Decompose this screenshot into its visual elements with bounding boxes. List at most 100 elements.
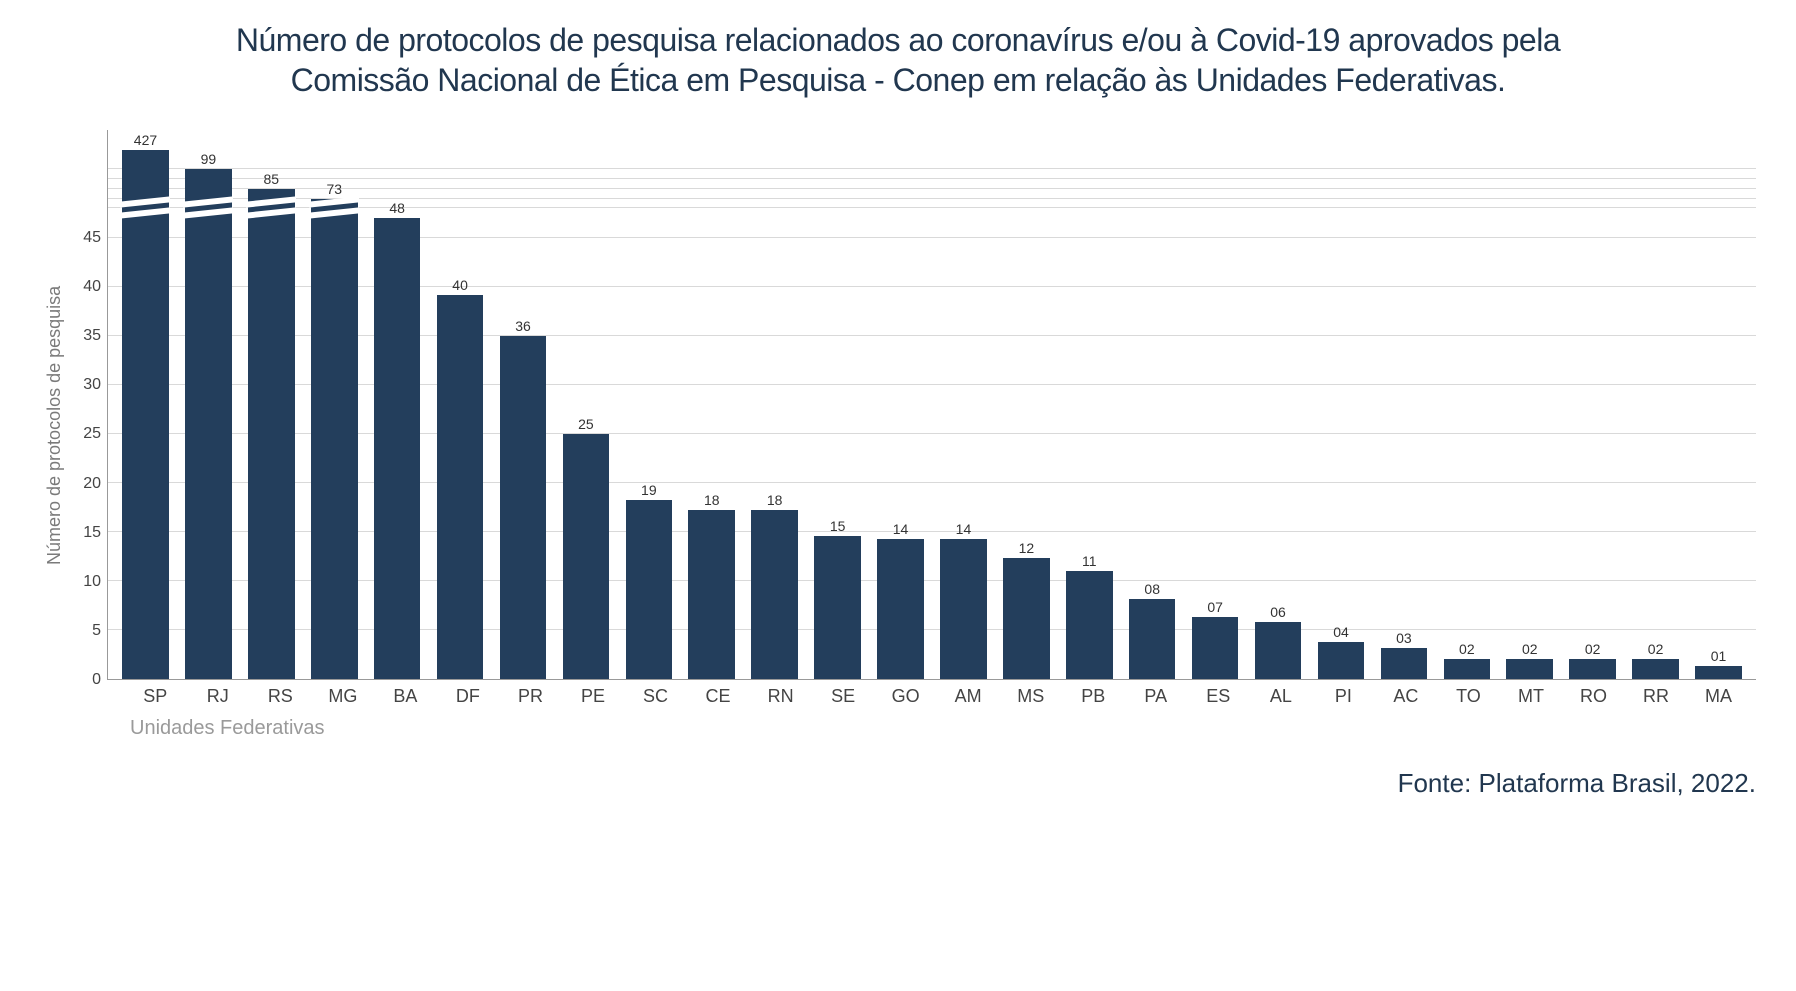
y-tick: 45 [83,229,101,247]
y-tick: 20 [83,475,101,493]
source-citation: Fonte: Plataforma Brasil, 2022. [40,740,1756,799]
bar-value-label: 02 [1459,641,1475,657]
bar [1569,659,1616,679]
x-tick: AL [1250,686,1313,707]
bar-slot: 36 [492,130,555,679]
bar-slot: 19 [617,130,680,679]
bar [1129,599,1176,679]
bar-value-label: 48 [389,200,405,216]
bar [500,336,547,679]
bar-value-label: 04 [1333,624,1349,640]
bar [1632,659,1679,679]
bar [1255,622,1302,679]
bar-value-label: 07 [1207,599,1223,615]
x-tick: AC [1375,686,1438,707]
axis-spacer [82,680,118,740]
x-tick: GO [874,686,937,707]
x-tick: ES [1187,686,1250,707]
axis-break-icon [120,208,170,219]
bars-group: 4279985734840362519181815141412110807060… [108,130,1756,679]
bar-slot: 02 [1435,130,1498,679]
bar-slot: 12 [995,130,1058,679]
bar [1003,558,1050,679]
x-tick: CE [687,686,750,707]
x-tick: RO [1562,686,1625,707]
x-tick: RS [249,686,312,707]
axis-break-icon [120,196,170,207]
axis-break-icon [183,208,233,219]
x-tick: SC [624,686,687,707]
bar-slot: 01 [1687,130,1750,679]
bar-value-label: 01 [1711,648,1727,664]
bar [311,199,358,679]
x-tick: AM [937,686,1000,707]
x-tick: PA [1125,686,1188,707]
bar [1695,666,1742,679]
x-tick: MG [312,686,375,707]
x-tick: MS [999,686,1062,707]
y-tick: 5 [92,622,101,640]
bar-slot: 14 [932,130,995,679]
bar [877,539,924,679]
bar-slot: 427 [114,130,177,679]
bar [1066,571,1113,679]
bar-value-label: 19 [641,482,657,498]
chart-title: Número de protocolos de pesquisa relacio… [198,20,1598,100]
plot-area: Número de protocolos de pesquisa 0510152… [40,130,1756,680]
x-tick: SP [124,686,187,707]
x-tick: RN [749,686,812,707]
bar [688,510,735,679]
bar-slot: 25 [554,130,617,679]
bar [374,218,421,679]
bar-value-label: 85 [264,171,280,187]
bar [248,189,295,679]
bar-value-label: 14 [893,521,909,537]
bar-slot: 02 [1561,130,1624,679]
axis-spacer [40,680,82,740]
y-tick: 30 [83,376,101,394]
bar [940,539,987,679]
bar-value-label: 18 [704,492,720,508]
y-tick: 0 [92,671,101,689]
bar-value-label: 36 [515,318,531,334]
bar-slot: 04 [1310,130,1373,679]
bar-value-label: 02 [1585,641,1601,657]
bar-value-label: 11 [1082,553,1097,569]
axis-break-icon [309,208,359,219]
bar-slot: 07 [1184,130,1247,679]
x-tick: PR [499,686,562,707]
bar-value-label: 40 [452,277,468,293]
bar-value-label: 14 [956,521,972,537]
bar [1381,648,1428,679]
axis-break-icon [183,196,233,207]
bar [437,295,484,679]
x-tick: DF [437,686,500,707]
bar-slot: 48 [366,130,429,679]
x-tick: SE [812,686,875,707]
x-tick: PE [562,686,625,707]
bar-slot: 15 [806,130,869,679]
bar [626,500,673,679]
axis-break-icon [246,208,296,219]
axis-break-icon [309,196,359,207]
y-tick: 10 [83,573,101,591]
bar-value-label: 06 [1270,604,1286,620]
bar [1444,659,1491,679]
chart-container: Número de protocolos de pesquisa relacio… [40,20,1756,799]
bar-value-label: 02 [1522,641,1538,657]
bar-slot: 99 [177,130,240,679]
bar-value-label: 99 [201,151,217,167]
bar-slot: 14 [869,130,932,679]
bar-slot: 18 [680,130,743,679]
bar-value-label: 08 [1144,581,1160,597]
y-tick: 15 [83,524,101,542]
bar-value-label: 18 [767,492,783,508]
bar-slot: 08 [1121,130,1184,679]
bar [185,169,232,679]
y-tick: 40 [83,278,101,296]
x-tick: RR [1625,686,1688,707]
bar-value-label: 427 [134,132,157,148]
y-axis-label: Número de protocolos de pesquisa [40,130,65,680]
y-axis: 051015202530354045 [65,130,101,680]
bar [1506,659,1553,679]
